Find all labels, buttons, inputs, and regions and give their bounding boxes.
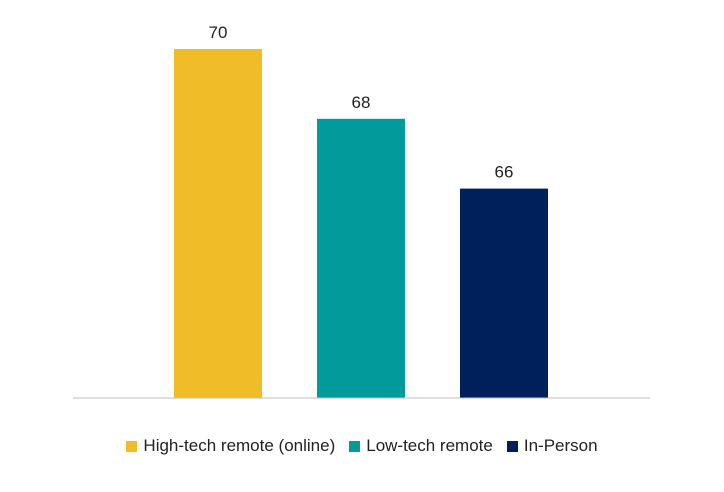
- legend-item-in-person: In-Person: [506, 436, 598, 456]
- bars-group: [174, 49, 548, 399]
- legend-label-in-person: In-Person: [523, 436, 598, 455]
- data-label-low-tech-remote: 68: [352, 93, 371, 112]
- data-label-in-person: 66: [495, 163, 514, 182]
- data-labels-group: 70 68 66: [209, 23, 514, 182]
- legend-swatch-in-person: [506, 440, 518, 452]
- legend-label-low-tech-remote: Low-tech remote: [366, 436, 493, 455]
- bar-high-tech-remote: [174, 49, 262, 398]
- legend-item-low-tech-remote: Low-tech remote: [349, 436, 493, 456]
- legend: High-tech remote (online) Low-tech remot…: [0, 436, 724, 456]
- legend-item-high-tech-remote: High-tech remote (online): [126, 436, 335, 456]
- bar-low-tech-remote: [317, 118, 405, 399]
- bar-in-person: [460, 188, 548, 398]
- legend-swatch-high-tech-remote: [126, 440, 138, 452]
- legend-swatch-low-tech-remote: [349, 440, 361, 452]
- data-label-high-tech-remote: 70: [209, 23, 228, 42]
- bar-chart: 70 68 66: [73, 23, 650, 399]
- legend-label-high-tech-remote: High-tech remote (online): [143, 436, 336, 455]
